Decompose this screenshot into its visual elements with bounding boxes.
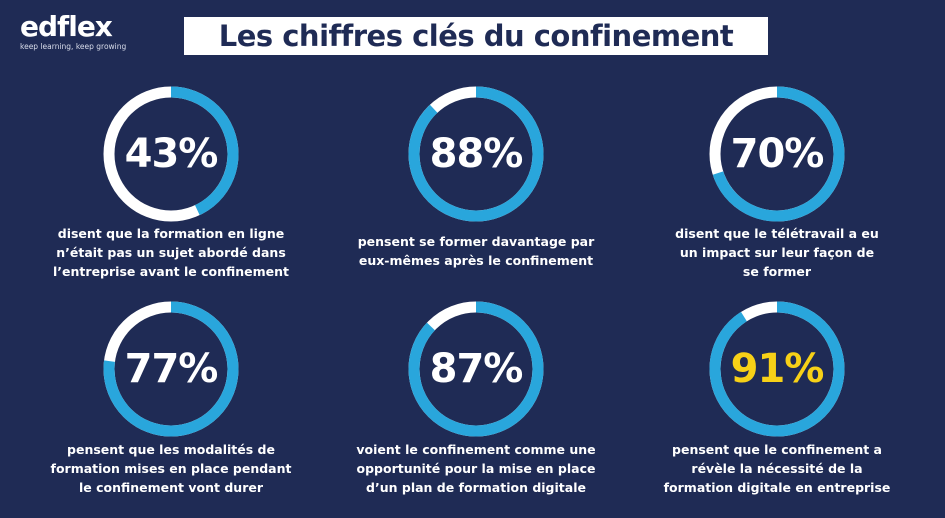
caption-line: formation mises en place pendant <box>50 461 292 476</box>
title-banner: Les chiffres clés du confinement <box>184 17 768 55</box>
logo-tagline: keep learning, keep growing <box>20 42 127 51</box>
stat-ring-2: 88% <box>406 84 546 224</box>
ring-progress-arc <box>408 301 544 437</box>
caption-line: d’un plan de formation digitale <box>366 480 586 495</box>
stat-ring-6: 91% <box>707 299 847 439</box>
ring-progress-arc <box>103 86 239 222</box>
ring-progress-arc <box>408 86 544 222</box>
caption-line: le confinement vont durer <box>79 480 263 495</box>
stat-caption: pensent se former davantage par eux-mêmes… <box>346 232 606 270</box>
edflex-logo: edflex keep learning, keep growing <box>20 10 150 52</box>
stat-value: 43% <box>124 131 219 177</box>
caption-line: un impact sur leur façon de <box>679 245 875 260</box>
caption-line: révèle la nécessité de la <box>691 461 863 476</box>
stat-ring-5: 87% <box>406 299 546 439</box>
stat-value: 91% <box>730 346 825 392</box>
progress-ring <box>408 86 544 222</box>
ring-progress-arc <box>103 301 239 437</box>
progress-ring <box>103 86 239 222</box>
caption-line: formation digitale en entreprise <box>663 480 891 495</box>
stat-caption: pensent que le confinement a révèle la né… <box>647 440 907 497</box>
stat-caption: disent que la formation en ligne n’était … <box>41 224 301 281</box>
progress-ring <box>103 301 239 437</box>
caption-line: disent que la formation en ligne <box>57 226 285 241</box>
stat-ring-4: 77% <box>101 299 241 439</box>
stat-caption: disent que le télétravail a eu un impact … <box>647 224 907 281</box>
caption-line: voient le confinement comme une <box>356 442 596 457</box>
stat-ring-1: 43% <box>101 84 241 224</box>
ring-progress-arc <box>709 301 845 437</box>
caption-line: eux-mêmes après le confinement <box>358 253 594 268</box>
progress-ring <box>709 301 845 437</box>
caption-line: l’entreprise avant le confinement <box>53 264 289 279</box>
caption-line: n’était pas un sujet abordé dans <box>56 245 286 260</box>
logo-wordmark: edflex <box>20 10 113 43</box>
stat-value: 70% <box>730 131 825 177</box>
caption-line: pensent que le confinement a <box>672 442 882 457</box>
caption-line: opportunité pour la mise en place <box>356 461 596 476</box>
caption-line: disent que le télétravail a eu <box>675 226 879 241</box>
progress-ring <box>408 301 544 437</box>
ring-progress-arc <box>709 86 845 222</box>
caption-line: se former <box>742 264 812 279</box>
stat-ring-3: 70% <box>707 84 847 224</box>
caption-line: pensent que les modalités de <box>67 442 275 457</box>
stat-caption: voient le confinement comme une opportuni… <box>346 440 606 497</box>
page-title: Les chiffres clés du confinement <box>218 19 734 53</box>
stat-value: 87% <box>429 346 524 392</box>
progress-ring <box>709 86 845 222</box>
stat-caption: pensent que les modalités de formation mi… <box>41 440 301 497</box>
stat-value: 77% <box>124 346 219 392</box>
caption-line: pensent se former davantage par <box>357 234 595 249</box>
stat-value: 88% <box>429 131 524 177</box>
